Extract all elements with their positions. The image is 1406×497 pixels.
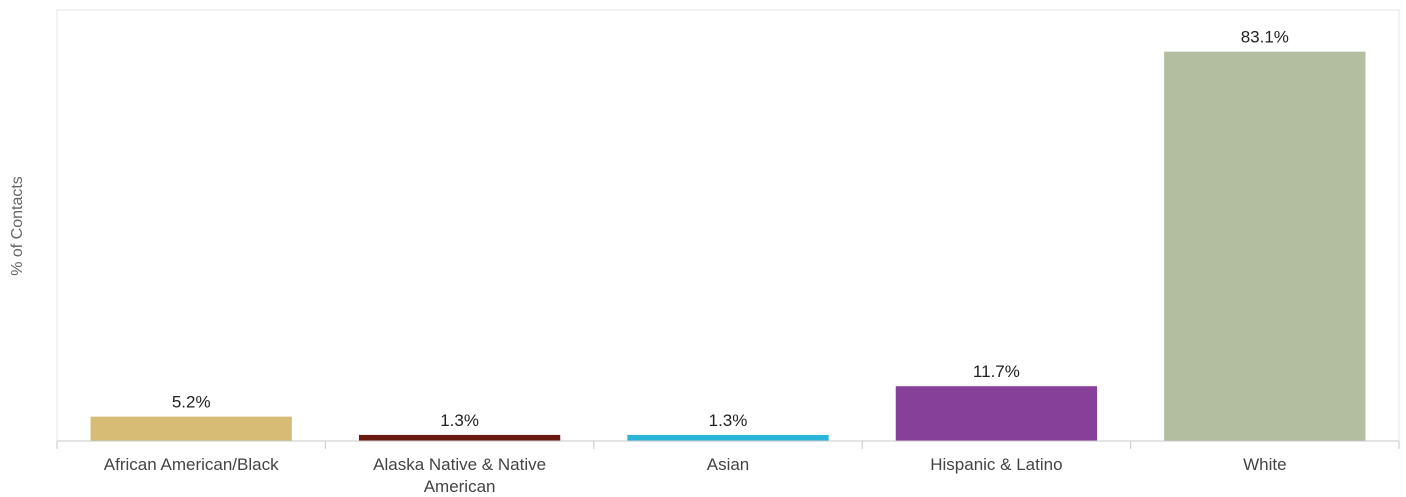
bar-3[interactable] [895,386,1098,441]
bars-layer [90,51,1366,441]
x-tick-label-line: Alaska Native & Native [373,455,546,474]
bar-1[interactable] [358,434,561,441]
data-label-4: 83.1% [1241,28,1289,47]
x-tick-label-1: Alaska Native & Native American [373,455,546,496]
bar-2[interactable] [627,434,829,441]
bar-0[interactable] [90,416,292,441]
x-tick-label-line: White [1243,455,1286,474]
data-label-3: 11.7% [973,362,1020,381]
x-axis-ticks [56,441,1400,449]
x-tick-label-line: Hispanic & Latino [930,455,1062,474]
x-tick-label-line: Asian [707,455,750,474]
x-tick-label-line: American [424,477,496,496]
labels-layer: 5.2% African American/Black 1.3% Alaska Nat… [104,28,1289,496]
bar-4[interactable] [1164,51,1366,441]
y-axis-title: % of Contacts [9,176,26,276]
data-label-2: 1.3% [709,411,748,430]
x-tick-label-line: African American/Black [104,455,279,474]
x-tick-label-0: African American/Black [104,455,279,474]
x-tick-label-2: Asian [707,455,750,474]
data-label-0: 5.2% [172,393,211,412]
x-tick-label-3: Hispanic & Latino [930,455,1062,474]
x-tick-label-4: White [1243,455,1286,474]
data-label-1: 1.3% [440,411,479,430]
